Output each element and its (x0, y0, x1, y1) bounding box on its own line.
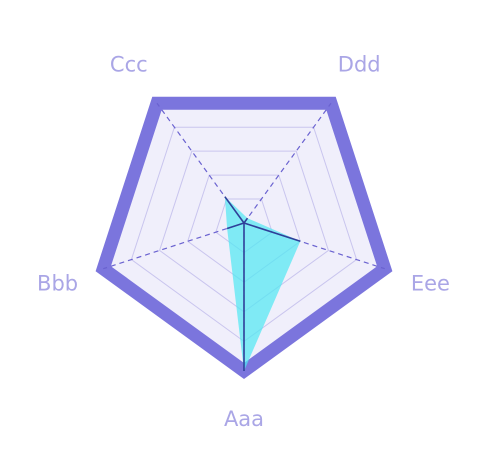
radar-spoke-ddd (243, 102, 332, 224)
category-label-ccc: Ccc (110, 52, 148, 76)
radar-series-line-ddd (243, 217, 249, 224)
category-label-bbb: Bbb (37, 272, 78, 296)
radar-series-line-ccc (224, 196, 245, 224)
radar-series-line-eee (243, 222, 301, 243)
radar-spoke-eee (243, 222, 385, 270)
radar-grid-ring-4 (130, 126, 358, 343)
radar-series-line-bbb (226, 222, 245, 230)
category-label-ddd: Ddd (338, 52, 381, 76)
radar-spoke-ccc (156, 102, 245, 224)
category-label-eee: Eee (411, 272, 450, 296)
category-label-aaa: Aaa (224, 407, 264, 431)
radar-spoke-bbb (103, 222, 245, 270)
radar-grid-ring-3 (158, 150, 330, 313)
